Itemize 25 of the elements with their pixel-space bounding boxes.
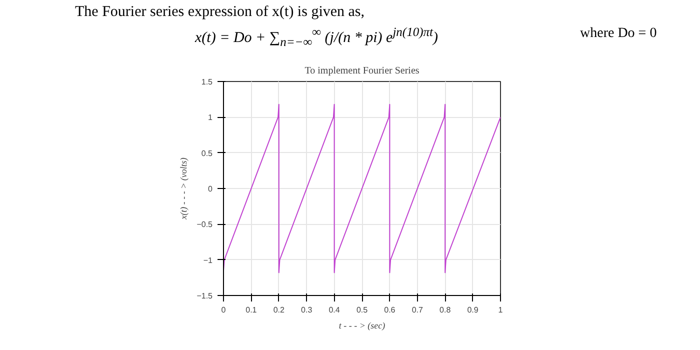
- x-tick-label: 0.2: [273, 306, 286, 314]
- y-tick-label: 0: [208, 184, 214, 194]
- y-tick-label: −1.5: [196, 292, 214, 300]
- x-tick-label: 1: [498, 306, 504, 314]
- x-tick-label: 0.8: [440, 306, 452, 314]
- x-tick-label: 0.3: [301, 306, 313, 314]
- text: The Fourier series expression of x(t) is given as,: [75, 3, 365, 22]
- y-tick-label: 0.5: [201, 148, 214, 158]
- text: x(t) = Do + ∑$_{n=−∞}$$^{∞}$ (j/(n * pi) e$^{jn(10)πt}$): [195, 25, 438, 49]
- y-axis-title: x(t) - - - > (volts): [178, 158, 189, 220]
- x-tick-label: 0.7: [412, 306, 424, 314]
- x-tick-label: 0.6: [384, 306, 396, 314]
- x-axis-title: t - - - > (sec): [338, 320, 386, 330]
- line-series: [224, 104, 500, 274]
- y-tick-label: −0.5: [196, 220, 214, 230]
- x-tick-label: 0.1: [246, 306, 258, 314]
- x-tick-label: 0.4: [328, 306, 340, 314]
- text: where Do = 0: [580, 25, 657, 43]
- y-tick-label: 1: [208, 113, 214, 122]
- y-tick-label: 1.5: [201, 78, 214, 86]
- y-tick-label: −1: [203, 256, 214, 265]
- x-tick-label: 0.5: [356, 306, 368, 314]
- x-tick-label: 0: [221, 306, 226, 314]
- chart-title: To implement Fourier Series: [304, 66, 420, 76]
- x-tick-label: 0.9: [467, 306, 479, 314]
